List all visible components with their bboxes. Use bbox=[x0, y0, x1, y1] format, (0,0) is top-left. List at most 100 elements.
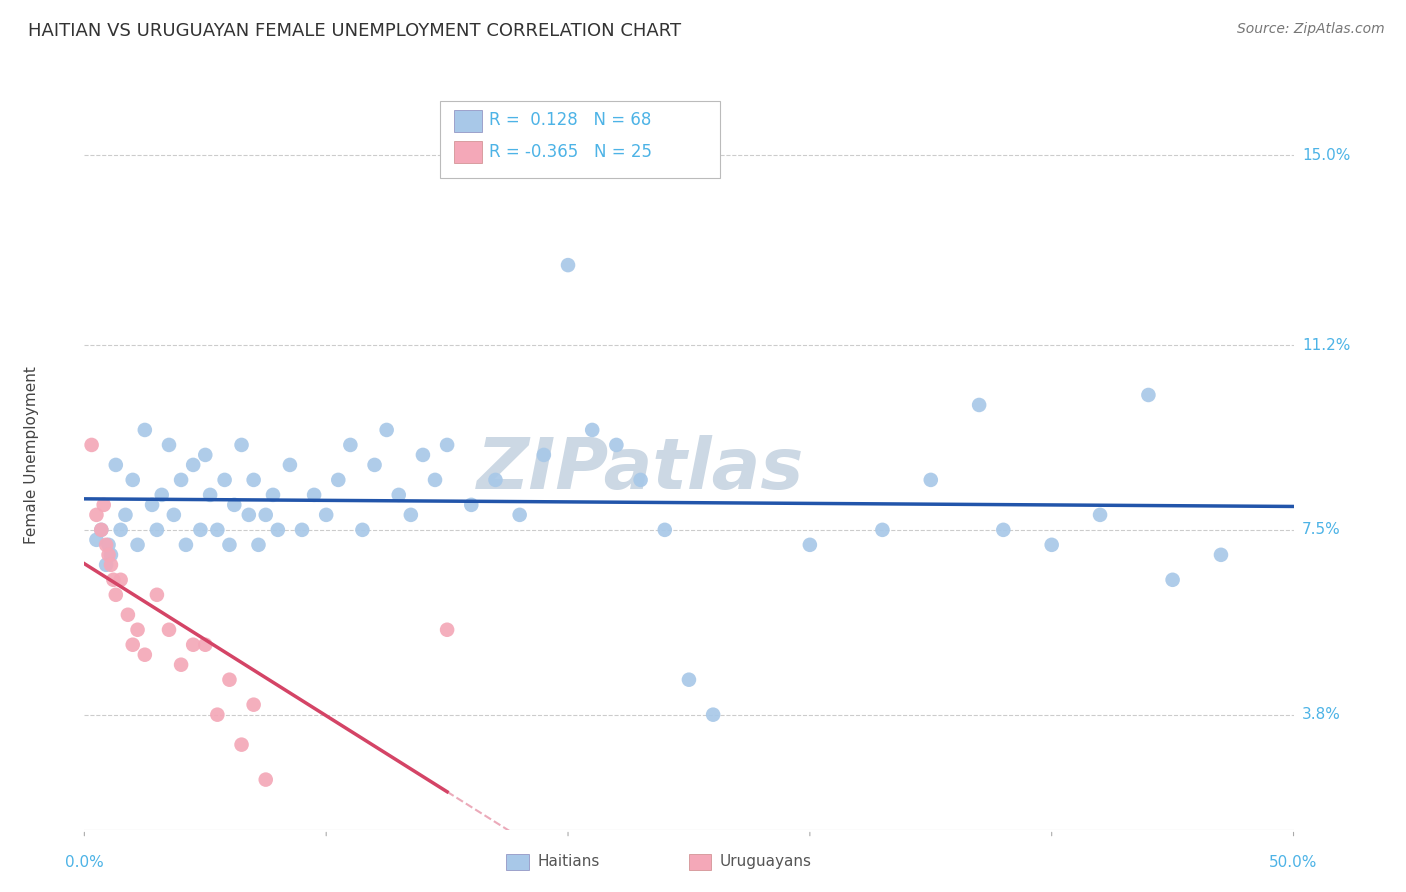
Point bbox=[198, 488, 221, 502]
Point bbox=[484, 473, 506, 487]
Text: 50.0%: 50.0% bbox=[1270, 855, 1317, 870]
Point bbox=[315, 508, 337, 522]
Point bbox=[121, 473, 143, 487]
Point bbox=[267, 523, 290, 537]
Point bbox=[242, 473, 264, 487]
Point bbox=[967, 398, 990, 412]
Point bbox=[412, 448, 434, 462]
Point bbox=[799, 538, 821, 552]
Point bbox=[302, 488, 325, 502]
Point bbox=[460, 498, 482, 512]
Point bbox=[262, 488, 284, 502]
Point bbox=[993, 523, 1015, 537]
Point bbox=[146, 588, 169, 602]
Point bbox=[127, 538, 149, 552]
Point bbox=[86, 533, 108, 547]
Point bbox=[238, 508, 260, 522]
Point bbox=[872, 523, 894, 537]
Point bbox=[388, 488, 411, 502]
Text: HAITIAN VS URUGUAYAN FEMALE UNEMPLOYMENT CORRELATION CHART: HAITIAN VS URUGUAYAN FEMALE UNEMPLOYMENT… bbox=[28, 22, 682, 40]
Point bbox=[121, 638, 143, 652]
Point bbox=[163, 508, 186, 522]
Point bbox=[104, 588, 127, 602]
Text: Female Unemployment: Female Unemployment bbox=[24, 366, 38, 544]
Point bbox=[94, 558, 117, 572]
Point bbox=[218, 673, 240, 687]
Point bbox=[254, 508, 277, 522]
Point bbox=[533, 448, 555, 462]
Text: Source: ZipAtlas.com: Source: ZipAtlas.com bbox=[1237, 22, 1385, 37]
Point bbox=[630, 473, 652, 487]
Point bbox=[581, 423, 603, 437]
Point bbox=[170, 657, 193, 672]
Point bbox=[110, 523, 132, 537]
Point bbox=[134, 423, 156, 437]
Point bbox=[509, 508, 531, 522]
Point bbox=[1209, 548, 1232, 562]
Point bbox=[181, 638, 204, 652]
Text: 11.2%: 11.2% bbox=[1302, 337, 1350, 352]
Point bbox=[157, 438, 180, 452]
Point bbox=[174, 538, 197, 552]
Point bbox=[127, 623, 149, 637]
Point bbox=[207, 707, 229, 722]
Point bbox=[97, 548, 120, 562]
Point bbox=[339, 438, 361, 452]
Text: Haitians: Haitians bbox=[537, 855, 599, 869]
Point bbox=[114, 508, 136, 522]
Point bbox=[97, 538, 120, 552]
Point bbox=[86, 508, 108, 522]
Point bbox=[702, 707, 724, 722]
Point bbox=[194, 448, 217, 462]
Point bbox=[1161, 573, 1184, 587]
Point bbox=[363, 458, 385, 472]
Text: R = -0.365   N = 25: R = -0.365 N = 25 bbox=[489, 143, 652, 161]
Text: Uruguayans: Uruguayans bbox=[720, 855, 811, 869]
Point bbox=[231, 438, 253, 452]
Text: 7.5%: 7.5% bbox=[1302, 523, 1340, 537]
Point bbox=[436, 438, 458, 452]
Text: ZIPatlas: ZIPatlas bbox=[477, 435, 804, 504]
Point bbox=[920, 473, 942, 487]
Point bbox=[291, 523, 314, 537]
Point bbox=[100, 558, 122, 572]
Point bbox=[103, 573, 125, 587]
Point bbox=[1137, 388, 1160, 402]
Point bbox=[94, 538, 117, 552]
Point bbox=[224, 498, 246, 512]
Point bbox=[678, 673, 700, 687]
Point bbox=[423, 473, 446, 487]
Point bbox=[194, 638, 217, 652]
Point bbox=[247, 538, 270, 552]
Text: 15.0%: 15.0% bbox=[1302, 148, 1350, 162]
Point bbox=[150, 488, 173, 502]
Point bbox=[399, 508, 422, 522]
Point bbox=[254, 772, 277, 787]
Point bbox=[190, 523, 212, 537]
Point bbox=[218, 538, 240, 552]
Point bbox=[134, 648, 156, 662]
Point bbox=[1088, 508, 1111, 522]
Point bbox=[181, 458, 204, 472]
Point bbox=[278, 458, 301, 472]
Point bbox=[141, 498, 163, 512]
Point bbox=[557, 258, 579, 272]
Point bbox=[207, 523, 229, 537]
Point bbox=[90, 523, 112, 537]
Point bbox=[654, 523, 676, 537]
Point bbox=[375, 423, 398, 437]
Point bbox=[352, 523, 374, 537]
Point bbox=[104, 458, 127, 472]
Point bbox=[605, 438, 627, 452]
Point bbox=[80, 438, 103, 452]
Point bbox=[117, 607, 139, 622]
Point bbox=[100, 548, 122, 562]
Point bbox=[157, 623, 180, 637]
Text: R =  0.128   N = 68: R = 0.128 N = 68 bbox=[489, 112, 651, 129]
Point bbox=[436, 623, 458, 637]
Text: 3.8%: 3.8% bbox=[1302, 707, 1341, 723]
Text: 0.0%: 0.0% bbox=[65, 855, 104, 870]
Point bbox=[328, 473, 350, 487]
Point bbox=[90, 523, 112, 537]
Point bbox=[214, 473, 236, 487]
